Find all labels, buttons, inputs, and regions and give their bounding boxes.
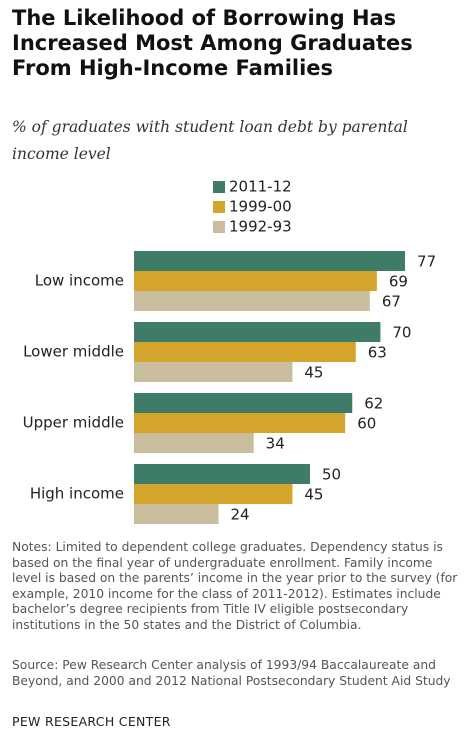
legend-swatch: [213, 181, 225, 193]
category-label: Upper middle: [23, 414, 124, 432]
category-label: Lower middle: [23, 343, 124, 361]
value-label: 24: [230, 506, 249, 524]
value-label: 69: [389, 273, 408, 291]
bar: [134, 271, 377, 291]
chart: 2011-12 1999-00 1992-93 Low income 77 69 67 Low…: [23, 178, 436, 524]
value-label: 45: [304, 364, 323, 382]
bar: [134, 362, 293, 382]
value-label: 60: [357, 415, 376, 433]
category-label: High income: [30, 485, 124, 503]
value-label: 62: [364, 395, 383, 413]
value-label: 50: [322, 466, 341, 484]
category-label: Low income: [35, 272, 124, 290]
notes: Notes: Limited to dependent college grad…: [12, 540, 458, 632]
bar: [134, 342, 356, 362]
bar: [134, 504, 219, 524]
bar: [134, 484, 293, 504]
legend-label: 1999-00: [229, 198, 292, 216]
bar: [134, 322, 381, 342]
bar: [134, 251, 406, 271]
source: Source: Pew Research Center analysis of …: [12, 658, 451, 688]
value-label: 63: [368, 344, 387, 362]
value-label: 67: [382, 293, 401, 311]
bar: [134, 291, 370, 311]
bar: [134, 393, 353, 413]
footer: PEW RESEARCH CENTER: [12, 714, 171, 729]
legend-label: 1992-93: [229, 218, 292, 236]
chart-title: The Likelihood of Borrowing Has Increase…: [12, 6, 413, 80]
legend-label: 2011-12: [229, 178, 292, 196]
value-label: 70: [392, 324, 411, 342]
bar: [134, 413, 346, 433]
bar: [134, 464, 310, 484]
value-label: 77: [417, 253, 436, 271]
value-label: 45: [304, 486, 323, 504]
legend-swatch: [213, 201, 225, 213]
chart-subtitle: % of graduates with student loan debt by…: [12, 118, 408, 163]
legend-swatch: [213, 221, 225, 233]
value-label: 34: [266, 435, 285, 453]
bar: [134, 433, 254, 453]
